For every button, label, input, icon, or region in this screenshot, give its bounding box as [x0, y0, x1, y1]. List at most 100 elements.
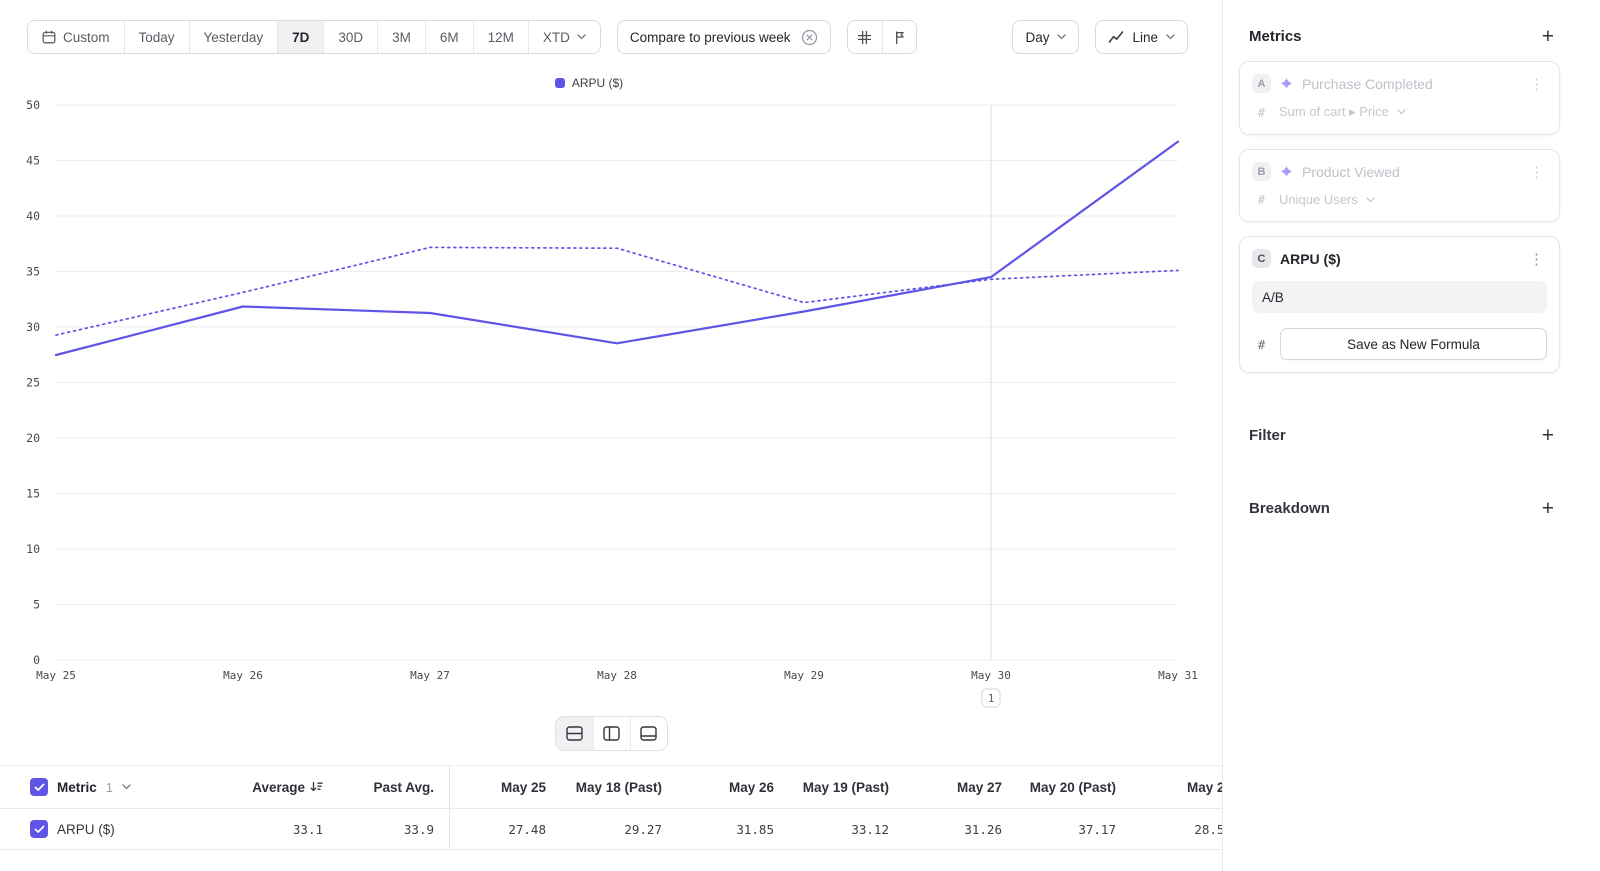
metric-card-c[interactable]: C ARPU ($) ⋮ # Save as New Formula	[1239, 236, 1560, 373]
number-type-icon: #	[1257, 336, 1266, 352]
row-checkbox[interactable]	[30, 820, 48, 838]
column-header-label: May 25	[500, 779, 546, 795]
metric-card-a-title: Purchase Completed	[1302, 75, 1433, 92]
metric-selector[interactable]: Metric 1	[30, 766, 225, 808]
main-panel: Custom Today Yesterday 7D 30D 3M 6M 12M …	[0, 20, 1222, 850]
card-menu-icon[interactable]: ⋮	[1526, 163, 1547, 181]
metric-card-b-aggregation[interactable]: # Unique Users	[1252, 192, 1547, 207]
save-as-new-formula-button[interactable]: Save as New Formula	[1280, 328, 1547, 360]
range-today-button[interactable]: Today	[123, 21, 189, 53]
metric-card-a-aggregation[interactable]: # Sum of cart ▸ Price	[1252, 104, 1547, 120]
chevron-down-icon	[1397, 109, 1406, 115]
range-custom-button[interactable]: Custom	[28, 21, 124, 53]
column-header-may20-past[interactable]: May 20 (Past)	[1002, 766, 1116, 808]
number-type-icon: #	[1257, 104, 1266, 120]
metric-card-a[interactable]: A Purchase Completed ⋮ # Sum of cart ▸ P…	[1239, 61, 1560, 135]
range-xtd-button[interactable]: XTD	[527, 21, 600, 53]
chevron-down-icon	[122, 784, 131, 790]
column-header-may28[interactable]: May 28	[1116, 766, 1222, 808]
metric-card-a-header: A Purchase Completed ⋮	[1252, 74, 1547, 93]
formula-input[interactable]	[1252, 281, 1547, 313]
compare-chip-label: Compare to previous week	[629, 29, 791, 45]
line-chart[interactable]: 0 5 10 15 20 25 30 35 40 45 50 1 May 25 May 26 May 27 M…	[0, 68, 1222, 716]
add-metric-button[interactable]: +	[1541, 25, 1554, 48]
range-30d-button[interactable]: 30D	[323, 21, 378, 53]
cell-may19-past: 33.12	[851, 821, 889, 837]
cell-may25: 27.48	[508, 821, 546, 837]
column-header-label: May 19 (Past)	[802, 779, 889, 795]
range-7d-label: 7D	[292, 29, 310, 45]
column-header-may19-past[interactable]: May 19 (Past)	[774, 766, 889, 808]
range-6m-button[interactable]: 6M	[424, 21, 473, 53]
column-header-label: May 28	[1186, 779, 1222, 795]
compare-chip[interactable]: Compare to previous week	[616, 20, 831, 54]
chart-type-dropdown[interactable]: Line	[1095, 20, 1188, 54]
column-header-average[interactable]: Average	[225, 766, 323, 808]
metric-badge-c: C	[1252, 249, 1271, 268]
metric-card-b[interactable]: B Product Viewed ⋮ # Unique Users	[1239, 149, 1560, 222]
remove-compare-icon[interactable]	[801, 29, 818, 46]
column-header-may25[interactable]: May 25	[450, 766, 546, 808]
event-sparkle-icon	[1280, 165, 1293, 178]
column-header-may18-past[interactable]: May 18 (Past)	[546, 766, 662, 808]
grid-toggle-button[interactable]	[847, 21, 882, 53]
range-3m-label: 3M	[392, 29, 411, 45]
layout-split-horizontal-button[interactable]	[555, 717, 593, 750]
aggregation-label: Unique Users	[1279, 192, 1358, 207]
metric-badge-b: B	[1252, 162, 1271, 181]
breakdown-title: Breakdown	[1249, 500, 1330, 517]
chart-type-label: Line	[1132, 29, 1158, 45]
column-header-may26[interactable]: May 26	[662, 766, 774, 808]
column-header-label: May 20 (Past)	[1029, 779, 1116, 795]
table-header-row: Metric 1 Average Past Avg. May 25 May 18…	[0, 766, 1222, 808]
column-header-may27[interactable]: May 27	[889, 766, 1002, 808]
breakdown-section: Breakdown +	[1239, 498, 1560, 519]
chart-legend[interactable]: ARPU ($)	[0, 76, 1178, 90]
svg-text:May 29: May 29	[784, 669, 824, 682]
granularity-dropdown[interactable]: Day	[1012, 20, 1080, 54]
sort-icon[interactable]	[310, 781, 323, 793]
column-header-label: May 18 (Past)	[575, 779, 662, 795]
row-metric-cell: ARPU ($)	[30, 809, 225, 849]
column-header-label: Average	[252, 779, 305, 795]
metrics-title: Metrics	[1249, 28, 1302, 45]
chevron-down-icon	[577, 34, 586, 40]
card-menu-icon[interactable]: ⋮	[1526, 250, 1547, 268]
svg-text:1: 1	[988, 692, 995, 705]
card-menu-icon[interactable]: ⋮	[1526, 75, 1547, 93]
column-header-label: May 27	[956, 779, 1002, 795]
layout-side-panel-button[interactable]	[592, 717, 630, 750]
select-all-checkbox[interactable]	[30, 778, 48, 796]
metric-card-b-header: B Product Viewed ⋮	[1252, 162, 1547, 181]
svg-text:May 25: May 25	[36, 669, 76, 682]
add-filter-button[interactable]: +	[1541, 424, 1554, 447]
svg-text:25: 25	[26, 376, 40, 390]
date-range-segmented-control: Custom Today Yesterday 7D 30D 3M 6M 12M …	[27, 20, 601, 54]
side-panel-icon	[603, 726, 620, 741]
add-breakdown-button[interactable]: +	[1541, 497, 1554, 520]
chevron-down-icon	[1166, 34, 1175, 40]
cell-may18-past: 29.27	[624, 821, 662, 837]
bottom-panel-icon	[640, 726, 657, 741]
event-sparkle-icon	[1280, 77, 1293, 90]
column-header-label: May 26	[728, 779, 774, 795]
layout-bottom-panel-button[interactable]	[629, 717, 667, 750]
range-3m-button[interactable]: 3M	[377, 21, 425, 53]
metric-badge-a: A	[1252, 74, 1271, 93]
aggregation-label: Sum of cart ▸ Price	[1279, 104, 1389, 119]
svg-text:May 30: May 30	[971, 669, 1011, 682]
annotations-button[interactable]	[881, 21, 916, 53]
svg-text:May 28: May 28	[597, 669, 637, 682]
range-7d-button[interactable]: 7D	[277, 21, 324, 53]
range-12m-button[interactable]: 12M	[472, 21, 528, 53]
column-header-past-avg[interactable]: Past Avg.	[323, 766, 450, 808]
filter-section: Filter +	[1239, 425, 1560, 446]
range-yesterday-button[interactable]: Yesterday	[188, 21, 278, 53]
svg-text:45: 45	[26, 154, 40, 168]
layout-toggle-group	[554, 716, 668, 751]
metric-count: 1	[105, 779, 113, 795]
metric-card-b-title: Product Viewed	[1302, 163, 1400, 180]
range-yesterday-label: Yesterday	[203, 29, 264, 45]
legend-swatch	[554, 78, 565, 88]
svg-text:May 26: May 26	[223, 669, 263, 682]
